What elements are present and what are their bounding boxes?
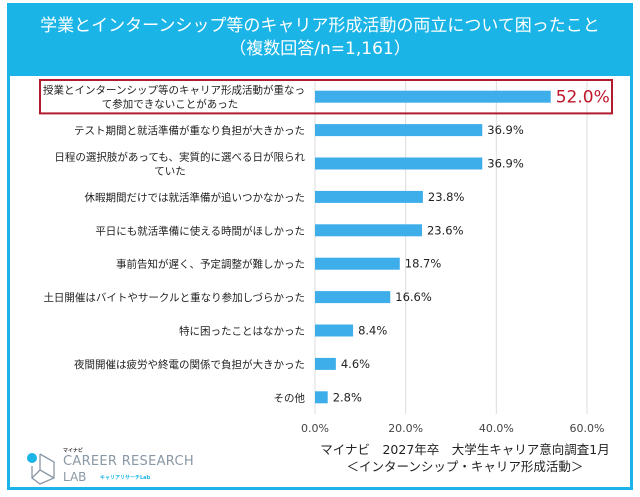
bar	[315, 291, 391, 304]
category-label: ていた	[154, 166, 186, 178]
source-line-1: マイナビ 2027年卒 大学生キャリア意向調査1月	[320, 442, 610, 457]
bar	[315, 190, 423, 203]
category-label: 休暇期間だけでは就活準備が追いつかなかった	[85, 191, 306, 204]
category-label: 日程の選択肢があっても、実質的に選べる日が限られ	[54, 151, 305, 164]
value-label: 36.9%	[487, 123, 524, 137]
logo-brand: マイナビ	[63, 448, 83, 454]
category-label: テスト期間と就活準備が重なり負担が大きかった	[74, 124, 305, 137]
career-research-lab-logo: マイナビ CAREER RESEARCH LAB キャリアリサーチLab	[26, 448, 196, 488]
source-line-2: ＜インターンシップ・キャリア形成活動＞	[346, 459, 584, 474]
bar	[315, 157, 483, 170]
category-label: 土日開催はバイトやサークルと重なり参加しづらかった	[43, 291, 305, 304]
category-label: 授業とインターンシップ等のキャリア形成活動が重なっ	[43, 84, 305, 97]
value-label: 23.8%	[428, 190, 465, 204]
x-tick-label: 60.0%	[570, 422, 605, 435]
category-label: て参加できないことがあった	[102, 98, 239, 111]
x-tick-label: 40.0%	[479, 422, 514, 435]
value-label: 2.8%	[333, 390, 362, 404]
source-note: マイナビ 2027年卒 大学生キャリア意向調査1月 ＜インターンシップ・キャリア…	[300, 441, 630, 475]
category-label: その他	[274, 391, 306, 404]
chart-frame: 学業とインターンシップ等のキャリア形成活動の両立について困ったこと （複数回答/…	[7, 3, 633, 490]
bar	[315, 90, 551, 103]
logo-line-2: LAB	[63, 470, 87, 484]
value-label: 8.4%	[358, 324, 387, 338]
bar	[315, 324, 354, 337]
value-label: 36.9%	[487, 157, 524, 171]
value-label: 18.7%	[405, 257, 442, 271]
value-label: 52.0%	[556, 88, 610, 108]
category-label: 平日にも就活準備に使える時間がほしかった	[95, 224, 305, 237]
chart-title: 学業とインターンシップ等のキャリア形成活動の両立について困ったこと	[40, 16, 600, 36]
bar	[315, 257, 400, 270]
value-label: 4.6%	[341, 357, 370, 371]
value-label: 23.6%	[427, 223, 464, 237]
category-label: 特に困ったことはなかった	[179, 326, 305, 338]
bar	[315, 391, 328, 404]
logo-line-3: キャリアリサーチLab	[100, 475, 151, 481]
bar	[315, 357, 336, 370]
logo-mark-icon	[27, 453, 55, 485]
category-label: 事前告知が遅く、予定調整が難しかった	[116, 258, 305, 271]
x-tick-label: 20.0%	[388, 422, 423, 435]
chart-subtitle: （複数回答/n=1,161）	[229, 39, 411, 59]
bar	[315, 224, 422, 237]
value-label: 16.6%	[395, 290, 432, 304]
highlight-box	[39, 79, 613, 115]
chart-header: 学業とインターンシップ等のキャリア形成活動の両立について困ったこと （複数回答/…	[10, 6, 630, 76]
category-label: 夜間開催は疲労や終電の関係で負担が大きかった	[74, 358, 305, 371]
x-tick-label: 0.0%	[301, 422, 329, 435]
bar	[315, 124, 483, 137]
logo-line-1: CAREER RESEARCH	[63, 454, 194, 469]
